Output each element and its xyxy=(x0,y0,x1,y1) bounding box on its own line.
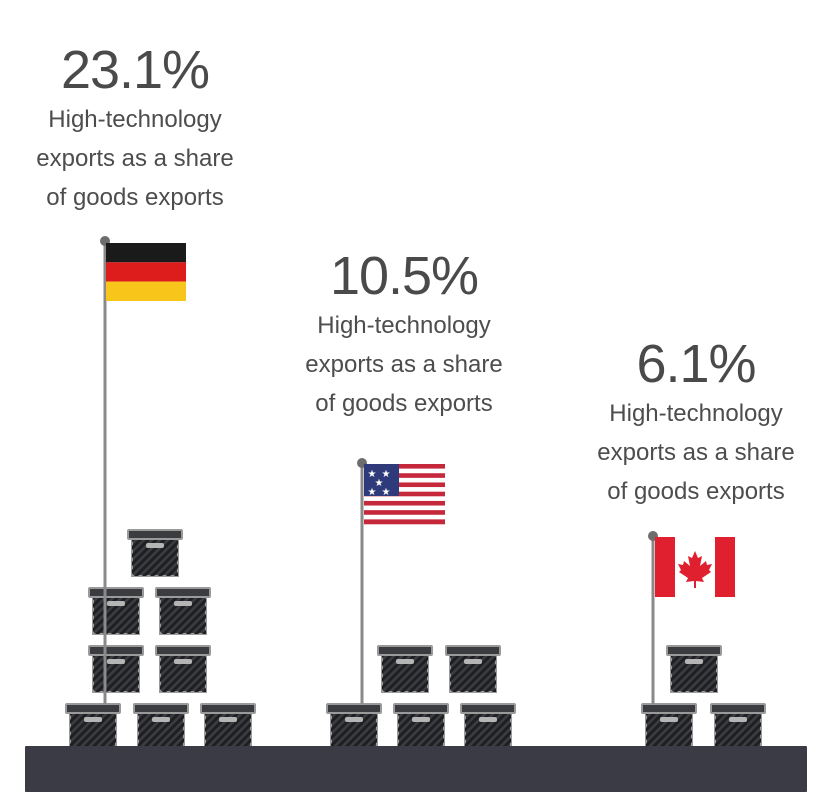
germany-box-1 xyxy=(65,703,121,751)
usa-percentage: 10.5% xyxy=(329,246,479,306)
boxes-layer xyxy=(65,529,766,751)
usa-description-line-1: High-technology xyxy=(317,312,491,339)
germany-box-3 xyxy=(200,703,256,751)
usa-box-3 xyxy=(460,703,516,751)
canada-box-1 xyxy=(641,703,697,751)
svg-text:★: ★ xyxy=(368,469,377,480)
canada-stat: 6.1% High-technology exports as a share … xyxy=(571,334,821,511)
svg-text:★: ★ xyxy=(375,478,384,489)
germany-box-5 xyxy=(155,645,211,693)
canada-box-3 xyxy=(666,645,722,693)
canada-description-line-3: of goods exports xyxy=(607,478,785,505)
svg-text:★: ★ xyxy=(382,487,391,498)
usa-description-line-2: exports as a share xyxy=(305,351,503,378)
germany-box-8 xyxy=(127,529,183,577)
usa-description-line-3: of goods exports xyxy=(315,390,493,417)
canada-flag xyxy=(655,537,735,597)
flags-layer: ★ ★★★ ★ xyxy=(100,236,735,704)
svg-text:★: ★ xyxy=(368,487,377,498)
usa-box-1 xyxy=(326,703,382,751)
germany-box-7 xyxy=(155,587,211,635)
canada-percentage: 6.1% xyxy=(636,334,756,394)
canada-description-line-2: exports as a share xyxy=(597,439,795,466)
canada-box-2 xyxy=(710,703,766,751)
ground-bar xyxy=(25,746,807,792)
germany-description-line-1: High-technology xyxy=(48,106,222,133)
germany-box-4 xyxy=(88,645,144,693)
germany-flag xyxy=(106,243,186,301)
germany-box-6 xyxy=(88,587,144,635)
usa-box-4 xyxy=(377,645,433,693)
germany-stat: 23.1% High-technology exports as a share… xyxy=(10,40,260,217)
svg-text:★: ★ xyxy=(382,469,391,480)
germany-percentage: 23.1% xyxy=(60,40,210,100)
usa-stat: 10.5% High-technology exports as a share… xyxy=(279,246,529,423)
maple-leaf-icon xyxy=(678,551,712,588)
usa-box-5 xyxy=(445,645,501,693)
germany-box-9 xyxy=(133,703,189,751)
canada-description-line-1: High-technology xyxy=(609,400,783,427)
usa-box-2 xyxy=(393,703,449,751)
germany-description-line-3: of goods exports xyxy=(46,184,224,211)
germany-description-line-2: exports as a share xyxy=(36,145,234,172)
usa-flag: ★ ★★★ ★ xyxy=(364,464,445,525)
